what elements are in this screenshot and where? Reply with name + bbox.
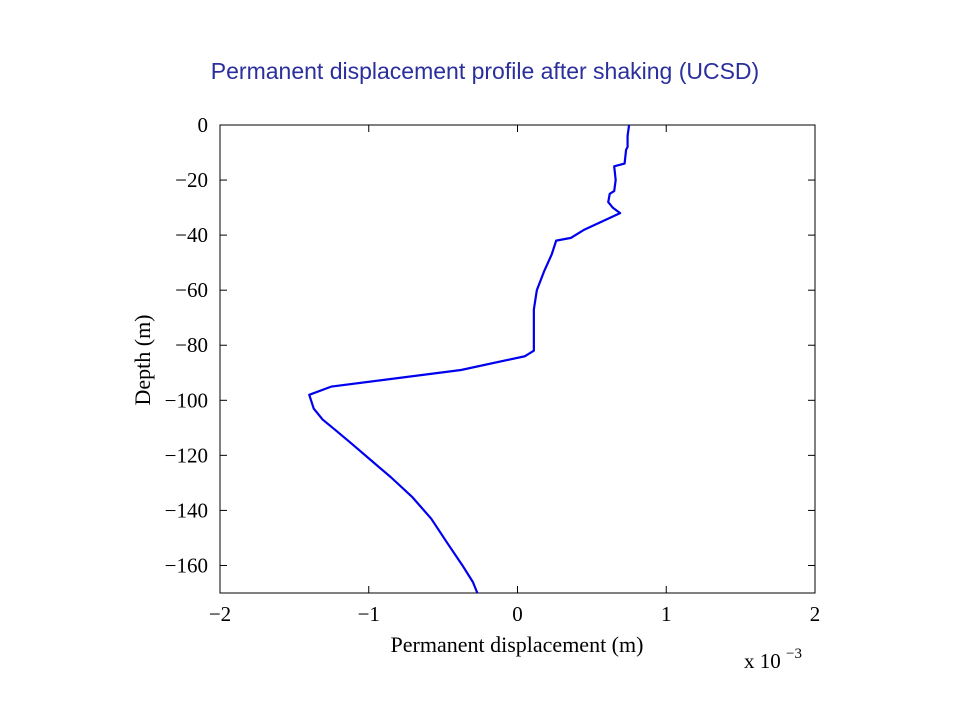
y-tick-label: −160	[165, 553, 208, 577]
y-tick-label: −100	[165, 388, 208, 412]
x-tick-label: 2	[810, 602, 821, 626]
tick-labels: −2 −1 0 1 2 0 −20 −40 −60 −80 −100 −120 −140 −160	[165, 113, 821, 626]
y-tick-label: 0	[198, 113, 209, 137]
x-scale-exponent: −3	[786, 646, 802, 662]
y-tick-label: −120	[165, 443, 208, 467]
axis-ticks	[219, 124, 816, 593]
y-tick-label: −140	[165, 498, 208, 522]
x-tick-label: 0	[512, 602, 523, 626]
plot-area	[219, 124, 816, 594]
x-axis-label: Permanent displacement (m)	[391, 632, 644, 657]
x-scale-multiplier: x 10 −3	[744, 646, 802, 673]
y-axis-label: Depth (m)	[130, 314, 155, 405]
x-tick-label: −2	[209, 602, 231, 626]
plot-frame	[219, 124, 816, 594]
chart-title: Permanent displacement profile after sha…	[210, 58, 760, 84]
y-tick-label: −60	[175, 278, 208, 302]
displacement-series-line	[308, 124, 631, 594]
x-tick-label: −1	[358, 602, 380, 626]
y-tick-label: −20	[175, 168, 208, 192]
data-layer	[308, 124, 631, 594]
x-tick-label: 1	[661, 602, 672, 626]
x-scale-base: x 10	[744, 649, 781, 673]
y-tick-label: −40	[175, 223, 208, 247]
y-tick-label: −80	[175, 333, 208, 357]
